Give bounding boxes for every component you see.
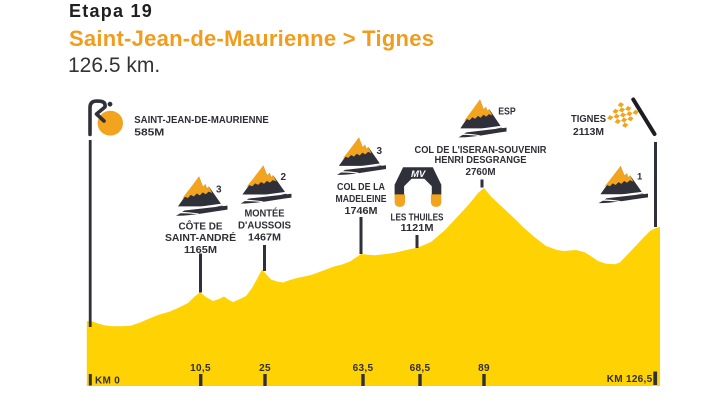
svg-text:ESP: ESP [498, 107, 516, 118]
svg-text:89: 89 [478, 363, 490, 374]
svg-text:63,5: 63,5 [353, 363, 374, 374]
svg-text:1: 1 [637, 172, 643, 183]
svg-text:KM 126,5: KM 126,5 [607, 374, 653, 385]
svg-text:LES THUILES: LES THUILES [391, 212, 444, 223]
svg-text:D'AUSSOIS: D'AUSSOIS [238, 221, 291, 232]
svg-text:TIGNES: TIGNES [571, 114, 606, 125]
svg-text:CÔTE DE: CÔTE DE [179, 220, 223, 232]
svg-text:HENRI DESGRANGE: HENRI DESGRANGE [435, 155, 527, 166]
svg-text:MV: MV [411, 169, 426, 180]
svg-text:MADELEINE: MADELEINE [336, 194, 387, 205]
svg-text:KM 0: KM 0 [95, 376, 120, 387]
svg-text:COL DE LA: COL DE LA [337, 182, 385, 193]
svg-text:68,5: 68,5 [410, 363, 431, 374]
svg-text:MONTÉE: MONTÉE [245, 208, 285, 220]
svg-text:25: 25 [259, 363, 271, 374]
svg-text:1746M: 1746M [345, 206, 378, 217]
svg-text:585M: 585M [134, 128, 164, 139]
svg-text:2113M: 2113M [573, 127, 604, 138]
svg-text:10,5: 10,5 [190, 363, 211, 374]
svg-text:1165M: 1165M [184, 245, 217, 256]
svg-text:SAINT-JEAN-DE-MAURIENNE: SAINT-JEAN-DE-MAURIENNE [134, 115, 269, 126]
svg-text:3: 3 [216, 185, 222, 196]
svg-text:1467M: 1467M [248, 232, 281, 243]
svg-text:SAINT-ANDRÉ: SAINT-ANDRÉ [165, 232, 236, 244]
svg-text:2: 2 [281, 172, 287, 183]
svg-text:3: 3 [377, 146, 383, 157]
svg-text:1121M: 1121M [401, 223, 434, 234]
svg-text:2760M: 2760M [466, 167, 496, 178]
svg-text:COL DE L'ISERAN-SOUVENIR: COL DE L'ISERAN-SOUVENIR [415, 145, 547, 156]
